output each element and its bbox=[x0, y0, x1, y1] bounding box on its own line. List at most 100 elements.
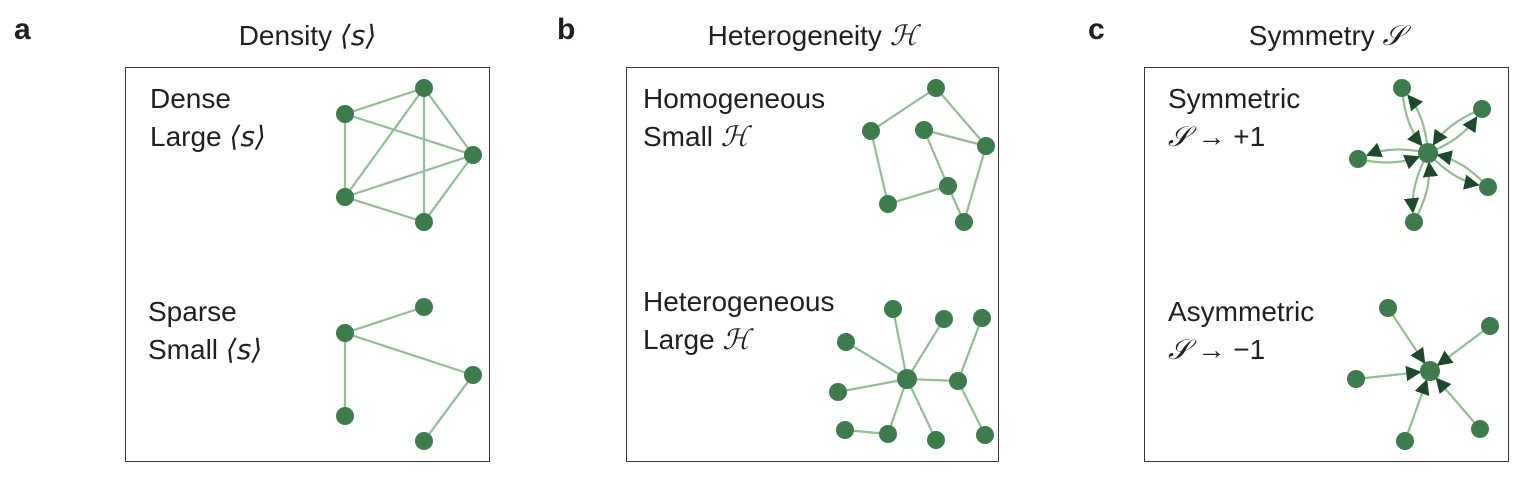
dense-edge bbox=[423, 87, 474, 156]
symmetric-arrow-in bbox=[1400, 87, 1423, 147]
symmetric-label-line1: Symmetric bbox=[1168, 83, 1301, 114]
symmetric-arrow-in bbox=[1432, 107, 1483, 146]
asymmetric-arrow bbox=[1436, 325, 1491, 366]
homogeneous-node bbox=[939, 177, 957, 195]
hub-node bbox=[897, 369, 917, 389]
heterogeneous-edge bbox=[837, 377, 908, 394]
asymmetric-label-line2: 𝒮 → −1 bbox=[1168, 331, 1314, 369]
dense-label-symbol: ⟨s⟩ bbox=[229, 120, 266, 153]
asymmetric-arrow bbox=[1403, 378, 1430, 442]
symmetric-hub-node bbox=[1418, 143, 1438, 163]
heterogeneous-node bbox=[884, 300, 902, 318]
panel-c-title-symbol: 𝒮 bbox=[1382, 19, 1405, 52]
homogeneous-node bbox=[955, 213, 973, 231]
sparse-node bbox=[336, 407, 354, 425]
homogeneous-edge bbox=[923, 128, 987, 148]
homogeneous-edge bbox=[869, 130, 890, 205]
panel-a-title: Density ⟨s⟩ bbox=[125, 18, 490, 54]
homogeneous-label-line2: Small ℋ bbox=[643, 118, 825, 156]
symmetric-label-value: +1 bbox=[1233, 121, 1266, 152]
heterogeneous-edge bbox=[906, 318, 945, 380]
homogeneous-node bbox=[977, 137, 995, 155]
dense-node bbox=[336, 188, 354, 206]
panel-a-title-symbol: ⟨s⟩ bbox=[339, 19, 377, 52]
heterogeneous-node bbox=[837, 333, 855, 351]
asymmetric-hub-node bbox=[1420, 361, 1440, 381]
asymmetric-arrow bbox=[1355, 365, 1422, 382]
heterogeneous-node bbox=[879, 425, 897, 443]
heterogeneous-node bbox=[836, 421, 854, 439]
heterogeneous-label-symbol: ℋ bbox=[722, 323, 751, 356]
symmetric-node bbox=[1393, 79, 1411, 97]
symmetric-label: Symmetric 𝒮 → +1 bbox=[1168, 80, 1300, 156]
dense-edge bbox=[344, 153, 474, 199]
dense-label-line1: Dense bbox=[150, 83, 231, 114]
dense-edge bbox=[423, 154, 474, 223]
symmetric-label-symbol: 𝒮 bbox=[1168, 120, 1190, 153]
panel-c-title: Symmetry 𝒮 bbox=[1144, 18, 1509, 54]
homogeneous-edge bbox=[962, 145, 988, 223]
dense-node bbox=[415, 79, 433, 97]
asymmetric-label-value: −1 bbox=[1233, 334, 1266, 365]
sparse-label-symbol: ⟨s⟩ bbox=[225, 333, 263, 366]
nodes-layer bbox=[336, 79, 1499, 450]
heterogeneous-edge bbox=[845, 341, 908, 380]
homogeneous-edge bbox=[887, 184, 949, 206]
heterogeneous-edge bbox=[956, 317, 984, 382]
panel-b-title-symbol: ℋ bbox=[889, 19, 918, 52]
heterogeneous-label-line1: Heterogeneous bbox=[643, 286, 835, 317]
heterogeneous-label-word: Large bbox=[643, 324, 715, 355]
homogeneous-node bbox=[879, 195, 897, 213]
symmetric-arrow-in bbox=[1357, 154, 1421, 170]
homogeneous-label-word: Small bbox=[643, 121, 714, 152]
heterogeneous-node bbox=[976, 426, 994, 444]
sparse-node bbox=[415, 298, 433, 316]
panel-b-letter: b bbox=[557, 13, 576, 46]
sparse-label: Sparse Small ⟨s⟩ bbox=[148, 293, 262, 369]
sparse-edge bbox=[344, 331, 474, 377]
sparse-label-word: Small bbox=[148, 334, 219, 365]
dense-edge bbox=[344, 195, 425, 224]
heterogeneous-label: Heterogeneous Large ℋ bbox=[643, 283, 834, 359]
symmetric-node bbox=[1473, 100, 1491, 118]
dense-node bbox=[336, 105, 354, 123]
sparse-edge bbox=[423, 374, 474, 442]
panel-b-box: Homogeneous Small ℋ Heterogeneous Large … bbox=[626, 67, 999, 462]
homogeneous-edge bbox=[922, 129, 950, 187]
sparse-node bbox=[464, 366, 482, 384]
dense-edge bbox=[344, 112, 474, 157]
edges-layer bbox=[343, 86, 1491, 442]
symmetric-node bbox=[1479, 178, 1497, 196]
asymmetric-label-symbol: 𝒮 bbox=[1168, 333, 1190, 366]
sparse-label-line2: Small ⟨s⟩ bbox=[148, 331, 262, 369]
dense-node bbox=[464, 146, 482, 164]
sparse-node bbox=[415, 432, 433, 450]
heterogeneous-edge bbox=[891, 308, 909, 380]
homogeneous-label-symbol: ℋ bbox=[720, 120, 749, 153]
asymmetric-label-arrow: → bbox=[1197, 334, 1226, 365]
heterogeneous-node bbox=[927, 431, 945, 449]
sparse-edge bbox=[344, 305, 425, 335]
symmetric-label-arrow: → bbox=[1197, 121, 1226, 152]
dense-edge bbox=[344, 86, 425, 116]
homogeneous-node bbox=[927, 79, 945, 97]
asymmetric-node bbox=[1396, 432, 1414, 450]
symmetric-node bbox=[1405, 213, 1423, 231]
dense-label-line2: Large ⟨s⟩ bbox=[150, 118, 266, 156]
asymmetric-label: Asymmetric 𝒮 → −1 bbox=[1168, 293, 1314, 369]
asymmetric-node bbox=[1379, 299, 1397, 317]
homogeneous-node bbox=[915, 121, 933, 139]
heterogeneous-label-line2: Large ℋ bbox=[643, 321, 834, 359]
panel-c-box: Symmetric 𝒮 → +1 Asymmetric 𝒮 → −1 bbox=[1144, 67, 1509, 462]
asymmetric-arrow bbox=[1387, 307, 1426, 364]
dense-edge bbox=[344, 87, 425, 198]
heterogeneous-node bbox=[973, 309, 991, 327]
homogeneous-label: Homogeneous Small ℋ bbox=[643, 80, 825, 156]
asymmetric-node bbox=[1347, 370, 1365, 388]
heterogeneous-node bbox=[935, 310, 953, 328]
heterogeneous-edge bbox=[906, 378, 937, 441]
heterogeneous-node bbox=[829, 383, 847, 401]
homogeneous-edge bbox=[870, 87, 937, 132]
asymmetric-arrow bbox=[1435, 377, 1481, 430]
